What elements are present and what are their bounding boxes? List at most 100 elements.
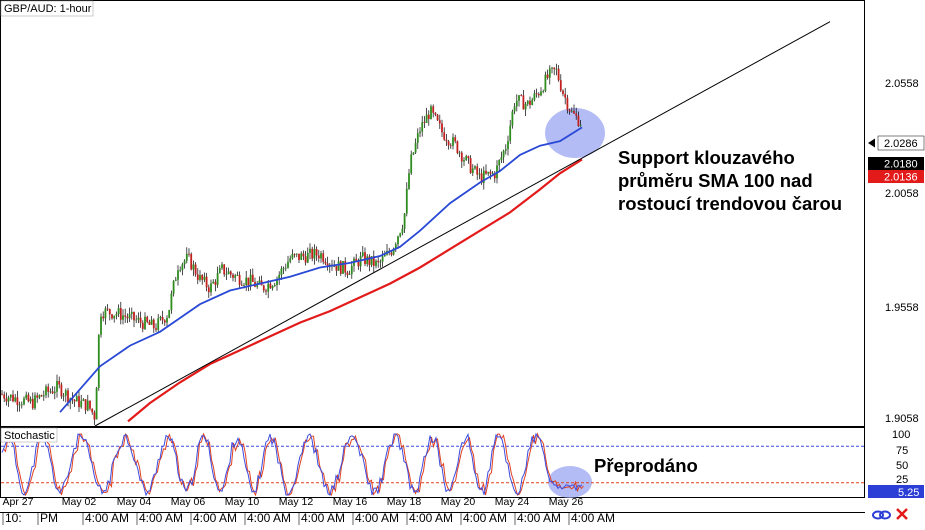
candle-body [276, 278, 278, 286]
candle-body [269, 283, 272, 289]
candle-body [298, 253, 300, 260]
candle-body [194, 264, 197, 275]
candle-body [192, 264, 195, 270]
candle-body [357, 260, 360, 267]
candle-body [412, 152, 415, 155]
candle-body [221, 264, 223, 269]
candle-body [205, 276, 208, 288]
candle-body [78, 396, 80, 408]
candle-body [113, 315, 116, 319]
candle-body [201, 274, 204, 280]
candle-body [14, 397, 17, 402]
candle-body [467, 156, 470, 159]
candle-body [438, 120, 441, 124]
candle-body [392, 248, 395, 255]
candle-body [306, 252, 309, 263]
x-time-label: 10: [5, 511, 22, 525]
stoch-tick-label: 100 [892, 429, 910, 441]
candle-body [40, 395, 43, 397]
x-time-label: 4:00 AM [301, 511, 345, 525]
link-icon[interactable] [872, 510, 891, 520]
stoch-tick-label: 75 [896, 445, 908, 457]
candle-body [498, 160, 501, 166]
candle-body [82, 399, 85, 401]
candle-body [25, 394, 28, 399]
candle-body [504, 149, 507, 151]
candle-body [207, 287, 210, 293]
candle-body [575, 113, 578, 116]
candle-body [234, 275, 237, 278]
candle-body [271, 286, 274, 289]
candle-body [7, 397, 10, 402]
annotation-line: Support klouzavého [618, 147, 795, 168]
candle-body [262, 285, 265, 291]
candle-body [214, 281, 217, 285]
candle-body [447, 141, 450, 146]
candle-body [324, 261, 327, 264]
candle-body [190, 253, 193, 270]
candle-body [95, 388, 98, 420]
x-date-label: May 24 [495, 496, 530, 508]
candle-body [155, 328, 157, 330]
candle-body [491, 173, 494, 174]
candle-body [245, 277, 248, 285]
candle-body [383, 254, 386, 257]
candle-body [537, 93, 540, 96]
candle-body [128, 313, 131, 319]
x-time-label: 4:00 AM [571, 511, 615, 525]
candle-body [117, 308, 120, 315]
stochastic-title: Stochastic [4, 430, 55, 442]
candle-body [60, 384, 63, 397]
candle-body [562, 90, 564, 95]
candle-body [56, 380, 58, 392]
candle-body [51, 391, 54, 394]
close-x-icon[interactable] [896, 508, 908, 520]
x-axis-dates: Apr 27 May 02 May 04 May 06 May 10 May 12 May … [3, 496, 584, 508]
x-time-label: 4:00 AM [85, 511, 129, 525]
candle-body [265, 290, 267, 292]
candle-body [75, 396, 78, 402]
candle-body [89, 400, 91, 409]
stochastic-title-box [0, 427, 58, 443]
x-date-label: May 02 [62, 496, 97, 508]
candle-body [49, 391, 52, 393]
candle-body [381, 256, 384, 262]
candle-body [403, 213, 406, 229]
x-date-label: May 16 [333, 496, 368, 508]
candle-body [416, 133, 419, 143]
x-time-label: 4:00 AM [463, 511, 507, 525]
candle-body [432, 106, 435, 113]
candle-body [500, 157, 503, 161]
candle-body [289, 258, 292, 262]
candle-body [573, 110, 575, 114]
candle-body [172, 280, 175, 294]
candle-body [9, 394, 12, 398]
stochastic-value-tag: 5.25 [868, 485, 924, 499]
candle-body [5, 398, 8, 402]
candle-body [3, 394, 6, 399]
x-date-label: May 18 [387, 496, 422, 508]
stochastic-pane-frame [0, 427, 865, 498]
candle-body [339, 261, 342, 274]
candle-body [427, 114, 430, 120]
stoch-k-line [1, 432, 583, 497]
candle-body [166, 317, 168, 323]
candle-body [256, 283, 259, 287]
candle-body [502, 150, 505, 158]
x-date-label: May 06 [171, 496, 206, 508]
candle-body [529, 100, 531, 105]
candle-body [326, 263, 329, 267]
candle-body [511, 111, 514, 126]
candle-body [144, 316, 146, 329]
x-time-label: 4:00 AM [247, 511, 291, 525]
candle-body [452, 137, 454, 146]
candle-body [247, 277, 250, 286]
svg-text:2.0180: 2.0180 [884, 159, 918, 171]
candle-body [284, 267, 287, 269]
candle-body [174, 279, 177, 281]
candle-body [579, 124, 582, 126]
candle-body [546, 74, 549, 78]
candle-body [183, 260, 186, 265]
trendline [94, 21, 831, 427]
candle-body [212, 281, 215, 284]
